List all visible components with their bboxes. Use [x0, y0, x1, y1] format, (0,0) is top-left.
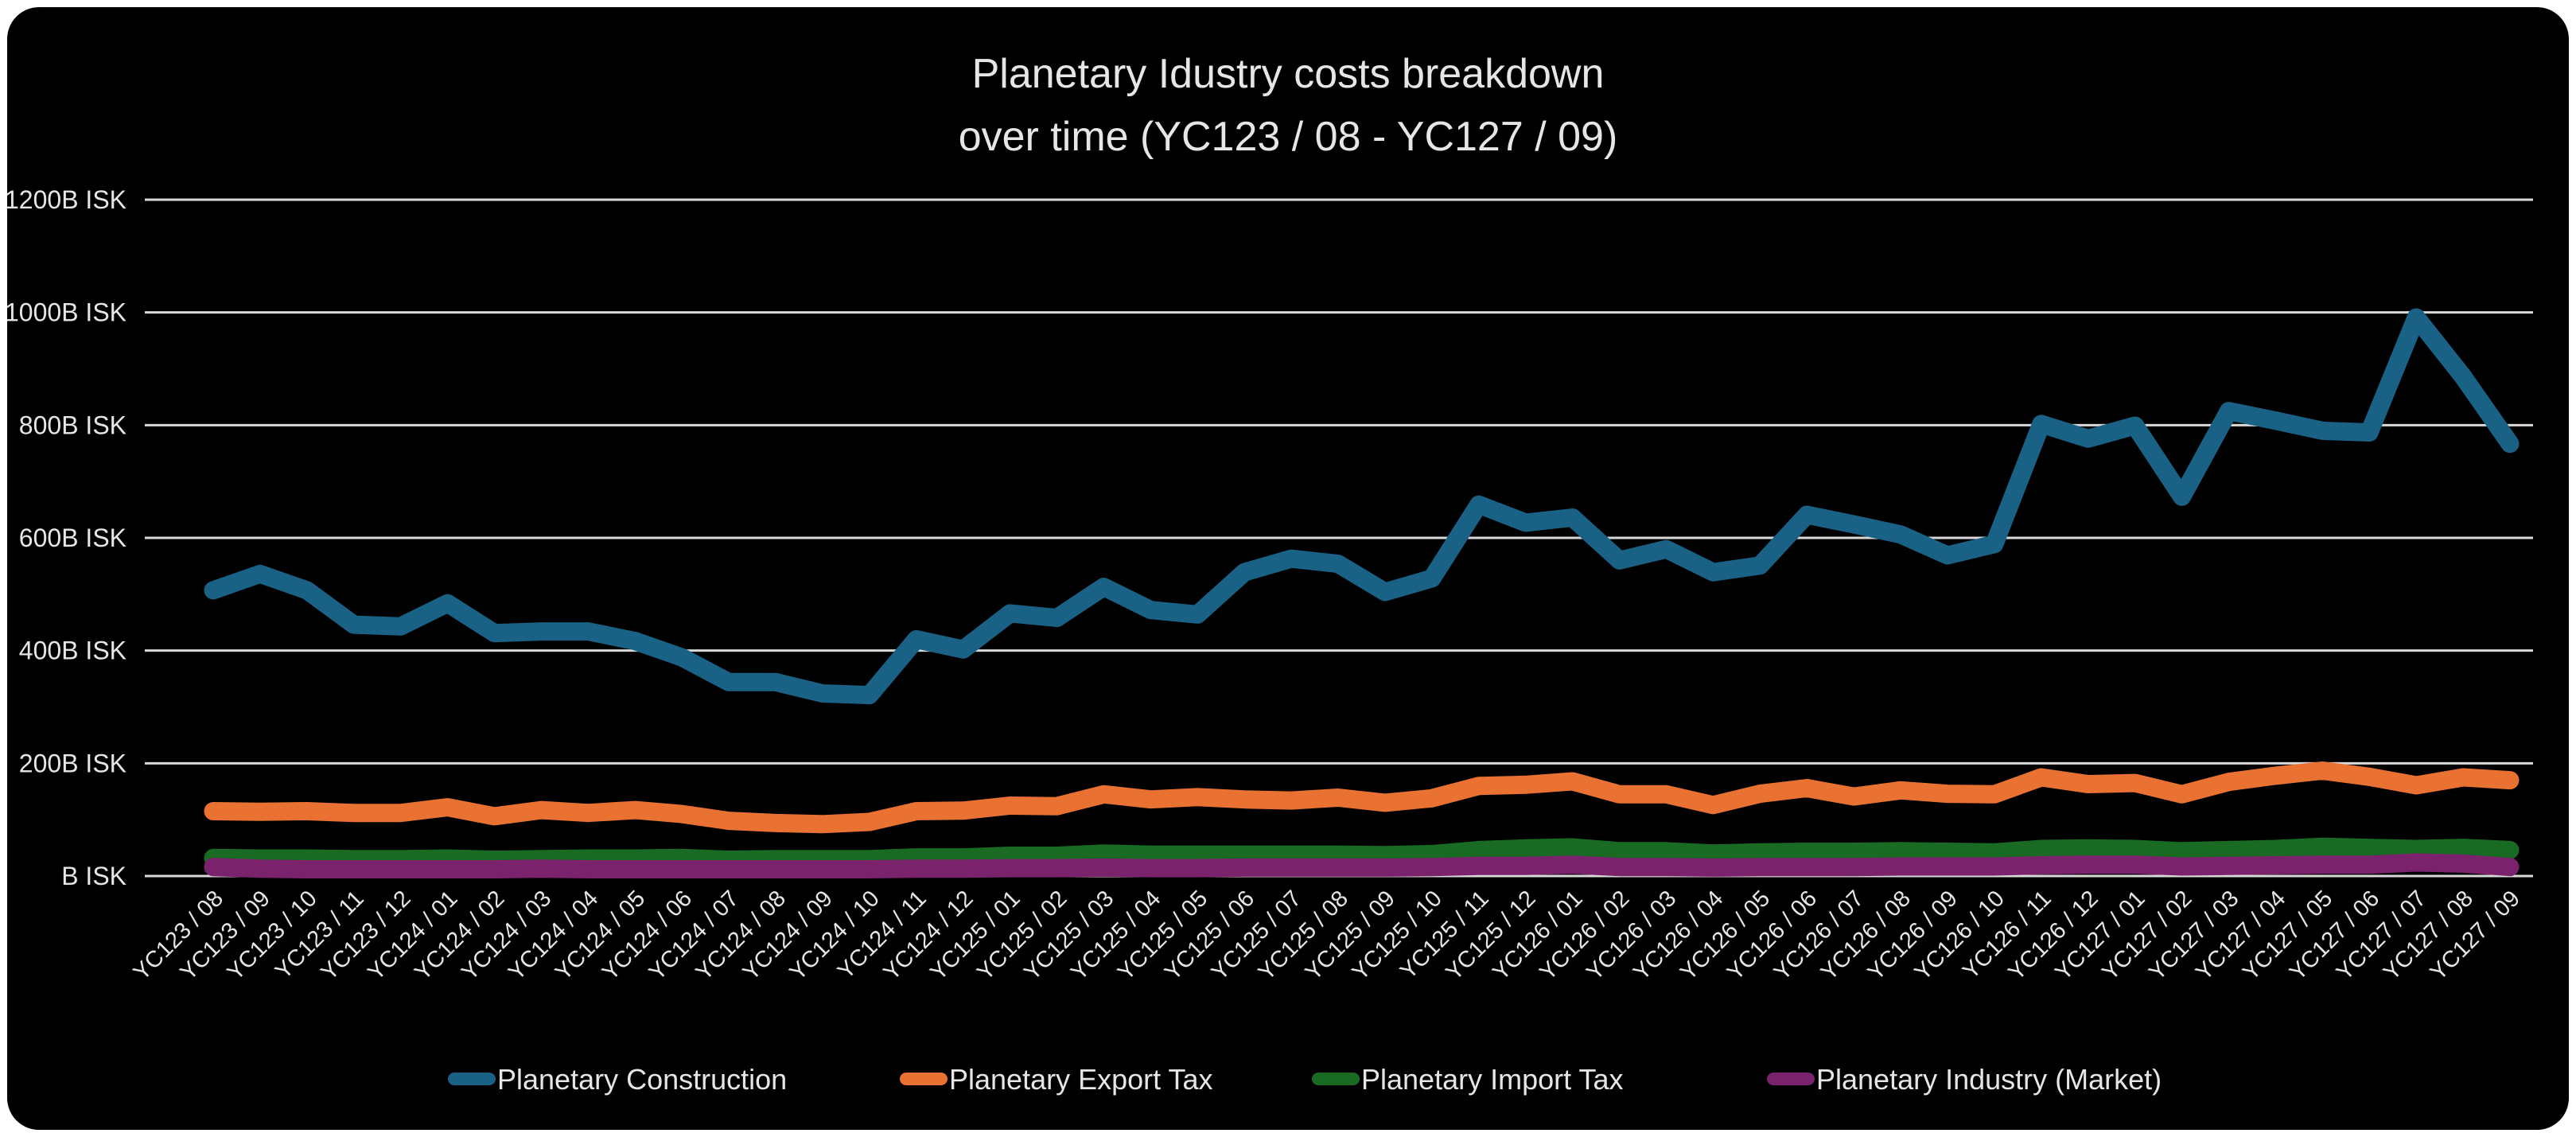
legend-label: Planetary Import Tax: [1361, 1063, 1623, 1096]
series-line-planetary-import-tax: [204, 837, 2520, 869]
y-tick-label: 1200B ISK: [7, 185, 126, 214]
chart-card: Planetary Idustry costs breakdown over t…: [7, 7, 2569, 1130]
y-tick-label: 800B ISK: [19, 411, 126, 439]
series-line-planetary-export-tax: [204, 761, 2520, 834]
series-line-planetary-construction: [204, 308, 2520, 705]
legend-item: Planetary Import Tax: [1312, 1063, 1623, 1096]
series-line-planetary-industry-market: [204, 853, 2520, 878]
chart-title: Planetary Idustry costs breakdown over t…: [959, 51, 1618, 160]
line-chart: Planetary Idustry costs breakdown over t…: [7, 51, 2533, 1096]
y-tick-label: 400B ISK: [19, 637, 126, 665]
legend-label: Planetary Export Tax: [949, 1063, 1213, 1096]
series-lines: [204, 308, 2520, 878]
legend-item: Planetary Export Tax: [900, 1063, 1213, 1096]
legend-item: Planetary Industry (Market): [1767, 1063, 2162, 1096]
legend-label: Planetary Construction: [497, 1063, 787, 1096]
y-tick-label: B ISK: [61, 862, 126, 890]
legend: Planetary Construction Planetary Export T…: [448, 1063, 2162, 1096]
y-axis-tick-labels: B ISK 200B ISK 400B ISK 600B ISK 800B ISK 100…: [7, 185, 126, 890]
y-tick-label: 600B ISK: [19, 524, 126, 552]
legend-item: Planetary Construction: [448, 1063, 787, 1096]
y-tick-label: 1000B ISK: [7, 298, 126, 327]
chart-title-line-1: Planetary Idustry costs breakdown: [972, 51, 1605, 97]
gridlines: [145, 198, 2533, 878]
y-tick-label: 200B ISK: [19, 749, 126, 777]
legend-label: Planetary Industry (Market): [1816, 1063, 2162, 1096]
chart-title-line-2: over time (YC123 / 08 - YC127 / 09): [959, 114, 1618, 160]
